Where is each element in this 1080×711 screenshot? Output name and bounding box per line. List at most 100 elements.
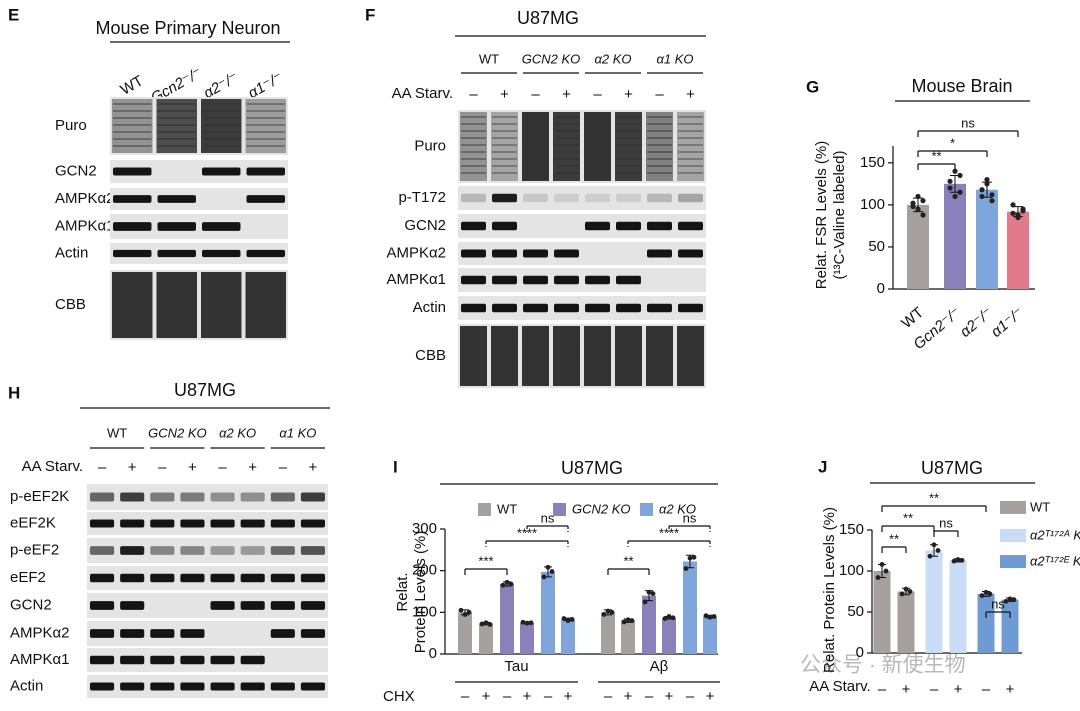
y-tick-label: 0 bbox=[429, 645, 437, 662]
blot-band bbox=[202, 167, 241, 176]
blot-row-label: CBB bbox=[415, 347, 446, 364]
blot-lane bbox=[677, 326, 704, 386]
significance-label: ** bbox=[929, 490, 939, 505]
blot-row-label: p-T172 bbox=[398, 189, 446, 206]
data-point bbox=[605, 608, 611, 614]
blot-smear-band bbox=[647, 123, 672, 125]
blot-smear-band bbox=[585, 151, 610, 153]
chart-title: U87MG bbox=[561, 458, 623, 478]
data-point bbox=[1020, 208, 1026, 214]
data-point bbox=[915, 206, 921, 212]
blot-smear-band bbox=[647, 172, 672, 174]
blot-smear-band bbox=[616, 351, 641, 353]
data-point bbox=[601, 612, 607, 617]
data-point bbox=[646, 589, 652, 595]
blot-smear-band bbox=[585, 165, 610, 167]
blot-band bbox=[150, 629, 175, 638]
blot-smear-band bbox=[616, 158, 641, 160]
treatment-sign: – bbox=[503, 688, 512, 705]
blot-band bbox=[461, 193, 486, 203]
blot-band bbox=[113, 167, 152, 176]
treatment-sign: + bbox=[665, 688, 674, 705]
x-tick-label: α1⁻/⁻ bbox=[988, 304, 1027, 341]
blot-smear-band bbox=[461, 351, 486, 353]
blot-smear-band bbox=[157, 110, 196, 112]
blot-lane bbox=[491, 326, 518, 386]
treatment-sign: – bbox=[604, 688, 613, 705]
blot-band bbox=[554, 275, 579, 285]
blot-band bbox=[180, 629, 205, 638]
blot-smear-band bbox=[523, 144, 548, 146]
treatment-sign: + bbox=[902, 681, 911, 698]
blot-smear-band bbox=[246, 131, 285, 133]
blot-smear-band bbox=[616, 337, 641, 339]
blot-smear-band bbox=[678, 123, 703, 125]
data-point bbox=[642, 599, 648, 605]
blot-band bbox=[180, 655, 205, 665]
blot-band bbox=[678, 303, 703, 313]
blot-band bbox=[523, 249, 548, 258]
bar bbox=[949, 560, 967, 653]
blot-band bbox=[210, 573, 235, 583]
bar bbox=[925, 550, 943, 653]
blot-band bbox=[554, 303, 579, 313]
significance-label: ** bbox=[931, 148, 941, 163]
y-axis-label: Relat. FSR Levels (%) bbox=[813, 141, 830, 289]
blot-smear-band bbox=[492, 151, 517, 153]
blot-row-label: Actin bbox=[55, 244, 88, 261]
blot-band bbox=[150, 519, 175, 528]
blot-band bbox=[157, 249, 196, 258]
bar bbox=[873, 571, 891, 653]
significance-label: ns bbox=[541, 510, 555, 525]
blot-smear-band bbox=[157, 276, 196, 278]
blot-band bbox=[240, 601, 265, 610]
data-point bbox=[508, 581, 514, 587]
data-point bbox=[984, 177, 990, 183]
treatment-sign: + bbox=[954, 681, 963, 698]
blot-smear-band bbox=[461, 165, 486, 167]
blot-smear-band bbox=[523, 365, 548, 367]
blot-band bbox=[210, 682, 235, 691]
data-point bbox=[1010, 202, 1016, 208]
blot-smear-band bbox=[113, 110, 152, 112]
blot-background bbox=[110, 160, 288, 183]
blot-smear-band bbox=[585, 344, 610, 346]
y-axis-label: Relat. bbox=[394, 572, 411, 611]
blot-smear-band bbox=[616, 144, 641, 146]
data-point bbox=[947, 185, 953, 191]
data-point bbox=[1011, 597, 1017, 603]
panel-title: U87MG bbox=[174, 380, 236, 400]
significance-label: ** bbox=[889, 531, 899, 546]
data-point bbox=[462, 612, 468, 617]
blot-smear-band bbox=[157, 318, 196, 320]
blot-band bbox=[120, 492, 145, 502]
y-axis-label: Protein Levels (%) bbox=[412, 531, 429, 654]
blot-smear-band bbox=[678, 372, 703, 374]
blot-smear-band bbox=[585, 365, 610, 367]
blot-band bbox=[210, 492, 235, 502]
treatment-sign: – bbox=[544, 688, 553, 705]
blot-smear-band bbox=[157, 332, 196, 334]
treatment-sign: + bbox=[624, 688, 633, 705]
blot-band bbox=[585, 193, 610, 203]
blot-row-label: GCN2 bbox=[10, 596, 52, 613]
blot-band bbox=[120, 655, 145, 665]
blot-smear-band bbox=[647, 151, 672, 153]
blot-band bbox=[647, 303, 672, 313]
data-point bbox=[1010, 210, 1016, 216]
blot-lane bbox=[460, 112, 487, 181]
data-point bbox=[959, 557, 965, 563]
blot-band bbox=[210, 601, 235, 610]
blot-band bbox=[113, 222, 152, 231]
blot-smear-band bbox=[492, 123, 517, 125]
data-point bbox=[561, 616, 567, 621]
data-point bbox=[549, 569, 555, 574]
treatment-sign: + bbox=[564, 688, 573, 705]
blot-smear-band bbox=[523, 372, 548, 374]
data-point bbox=[666, 614, 672, 619]
blot-band bbox=[300, 492, 325, 502]
blot-band bbox=[240, 655, 265, 665]
blot-smear-band bbox=[246, 145, 285, 147]
y-tick-label: 100 bbox=[860, 196, 885, 213]
treatment-sign: + bbox=[706, 688, 715, 705]
